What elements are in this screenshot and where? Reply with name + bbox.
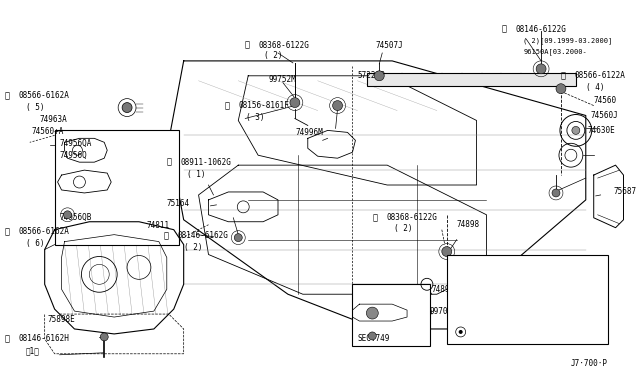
Text: 74507J: 74507J bbox=[375, 41, 403, 49]
Text: ( 4): ( 4) bbox=[586, 83, 604, 92]
Text: 08566-6122A: 08566-6122A bbox=[575, 71, 626, 80]
Circle shape bbox=[290, 97, 300, 108]
Text: ( 5): ( 5) bbox=[26, 103, 44, 112]
Text: Ⓢ: Ⓢ bbox=[244, 41, 249, 49]
Text: ( 6): ( 6) bbox=[26, 239, 44, 248]
Text: 08566-6162A: 08566-6162A bbox=[19, 227, 70, 236]
Circle shape bbox=[536, 64, 546, 74]
Text: ( 3): ( 3) bbox=[246, 113, 265, 122]
Text: 08368-6122G: 08368-6122G bbox=[386, 213, 437, 222]
Circle shape bbox=[234, 234, 243, 241]
Bar bbox=[353, 284, 430, 346]
Bar bbox=[367, 73, 576, 86]
Text: ( 2): ( 2) bbox=[394, 224, 413, 233]
Text: ( 1): ( 1) bbox=[481, 267, 499, 276]
Text: Ⓢ: Ⓢ bbox=[372, 213, 378, 222]
Circle shape bbox=[442, 247, 452, 256]
Text: Ⓢ: Ⓢ bbox=[561, 71, 566, 80]
Text: 74560: 74560 bbox=[594, 96, 617, 105]
Text: Ⓑ: Ⓑ bbox=[225, 101, 229, 110]
Bar bbox=[54, 131, 179, 244]
Text: ＜1＞: ＜1＞ bbox=[26, 346, 40, 355]
Text: 08566-6162A: 08566-6162A bbox=[19, 91, 70, 100]
Text: FOR GUIDE: FOR GUIDE bbox=[452, 264, 498, 273]
Text: 08146-6162G: 08146-6162G bbox=[178, 231, 228, 240]
Text: Ⓢ: Ⓢ bbox=[5, 227, 10, 236]
Text: Ⓑ: Ⓑ bbox=[501, 25, 506, 33]
Text: Ⓢ: Ⓢ bbox=[5, 91, 10, 100]
Bar bbox=[447, 254, 607, 344]
Text: 74956QA: 74956QA bbox=[60, 139, 92, 148]
Text: 74630E: 74630E bbox=[588, 126, 616, 135]
Text: 74956QB: 74956QB bbox=[60, 213, 92, 222]
Text: Ⓝ: Ⓝ bbox=[167, 158, 172, 167]
Circle shape bbox=[552, 189, 560, 197]
Circle shape bbox=[100, 333, 108, 341]
Circle shape bbox=[63, 211, 72, 219]
Circle shape bbox=[374, 71, 384, 81]
Text: 74898: 74898 bbox=[457, 220, 480, 229]
Text: ( 2)[09.1999-03.2000]: ( 2)[09.1999-03.2000] bbox=[524, 38, 612, 44]
Text: 74560J: 74560J bbox=[591, 111, 618, 120]
Circle shape bbox=[572, 126, 580, 134]
Text: 74996M: 74996M bbox=[296, 128, 324, 137]
Text: 74899: 74899 bbox=[432, 285, 455, 294]
Text: 08911-1062G: 08911-1062G bbox=[180, 158, 232, 167]
Text: ( 2): ( 2) bbox=[184, 243, 202, 252]
Text: Ⓑ: Ⓑ bbox=[164, 231, 169, 240]
Text: 08146-6122G: 08146-6122G bbox=[515, 25, 566, 33]
Text: 74963A: 74963A bbox=[40, 115, 67, 124]
Text: 75898E: 75898E bbox=[47, 315, 76, 324]
Text: 74811: 74811 bbox=[147, 221, 170, 230]
Text: ( 2): ( 2) bbox=[264, 51, 283, 60]
Circle shape bbox=[369, 332, 376, 340]
Text: SEE SEC.750: SEE SEC.750 bbox=[452, 315, 508, 324]
Circle shape bbox=[366, 307, 378, 319]
Text: 08146-6162H: 08146-6162H bbox=[19, 334, 70, 343]
Text: 96150A[03.2000-: 96150A[03.2000- bbox=[524, 49, 587, 55]
Text: 74305F: 74305F bbox=[490, 327, 520, 336]
Circle shape bbox=[556, 84, 566, 94]
Circle shape bbox=[459, 330, 463, 334]
Text: 99704: 99704 bbox=[430, 307, 453, 315]
Text: 08156-8161F: 08156-8161F bbox=[238, 101, 289, 110]
Text: 08368-6122G: 08368-6122G bbox=[258, 41, 309, 49]
Text: 57220P: 57220P bbox=[357, 71, 385, 80]
Text: 75687: 75687 bbox=[614, 187, 637, 196]
Text: 74560+A: 74560+A bbox=[32, 127, 64, 136]
Text: J7·700·P: J7·700·P bbox=[571, 359, 608, 368]
Text: Ⓑ: Ⓑ bbox=[5, 334, 10, 343]
Text: Ⓑ: Ⓑ bbox=[459, 255, 464, 264]
Text: 08146-8161G: 08146-8161G bbox=[472, 255, 524, 264]
Text: 74956Q: 74956Q bbox=[60, 151, 87, 160]
Text: 75164: 75164 bbox=[167, 199, 190, 208]
Text: ( 1): ( 1) bbox=[187, 170, 205, 179]
Circle shape bbox=[333, 100, 342, 110]
Text: SEC.749: SEC.749 bbox=[357, 334, 390, 343]
Circle shape bbox=[122, 103, 132, 113]
Text: ASSY-SPARE WHEEL: ASSY-SPARE WHEEL bbox=[452, 281, 532, 290]
Text: 99752M: 99752M bbox=[268, 75, 296, 84]
Text: ROD: ROD bbox=[452, 298, 468, 307]
